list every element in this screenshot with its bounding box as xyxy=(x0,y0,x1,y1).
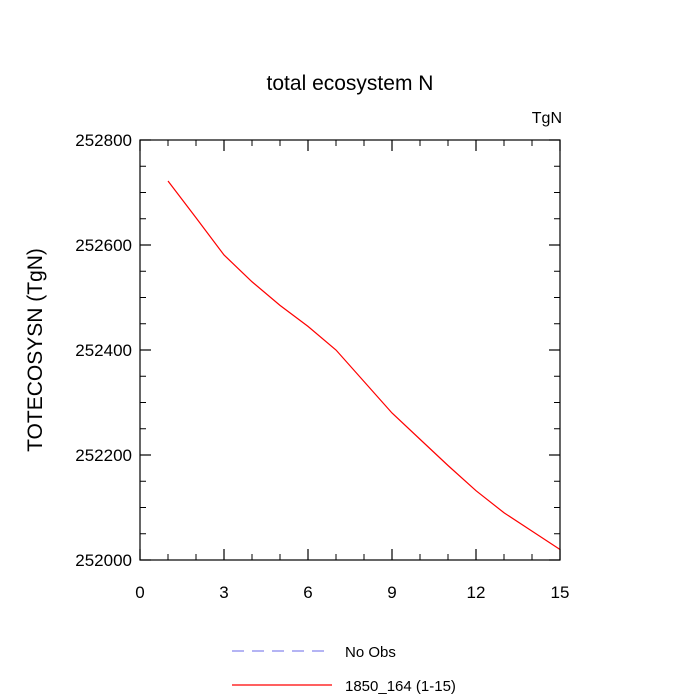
x-tick-label: 6 xyxy=(303,583,312,602)
legend: No Obs 1850_164 (1-15) xyxy=(232,644,456,695)
x-tick-label: 15 xyxy=(551,583,570,602)
y-tick-label: 252200 xyxy=(75,446,132,465)
plot-frame xyxy=(139,139,561,561)
x-tick-label: 12 xyxy=(467,583,486,602)
y-tick-label: 252400 xyxy=(75,341,132,360)
y-axis-label: TOTECOSYSN (TgN) xyxy=(24,248,47,452)
units-label: TgN xyxy=(532,110,562,127)
x-tick-label: 3 xyxy=(219,583,228,602)
y-tick-label: 252000 xyxy=(75,551,132,570)
y-tick-label: 252800 xyxy=(75,131,132,150)
y-tick-label: 252600 xyxy=(75,236,132,255)
legend-label: 1850_164 (1-15) xyxy=(345,678,456,695)
x-tick-label: 0 xyxy=(135,583,144,602)
chart-title: total ecosystem N xyxy=(267,72,434,95)
x-tick-label: 9 xyxy=(387,583,396,602)
legend-label: No Obs xyxy=(345,644,396,661)
series-layer xyxy=(167,180,561,551)
ticks-layer: 0 3 6 9 12 15 252000 252200 252400 252600 252800 xyxy=(75,131,569,602)
series-line xyxy=(167,180,561,551)
